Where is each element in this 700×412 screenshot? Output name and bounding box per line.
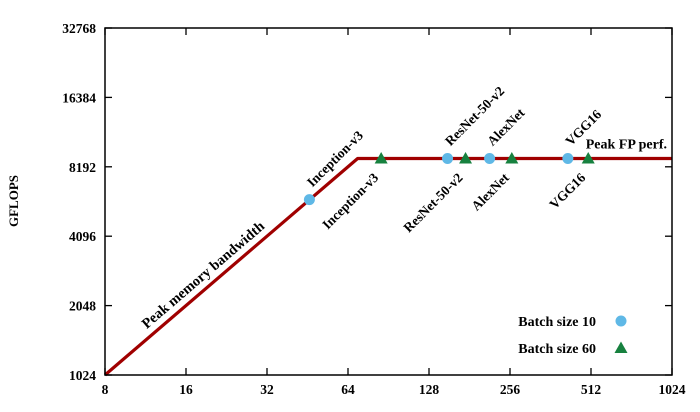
data-point-circle [303,194,315,206]
y-tick-label: 4096 [69,229,96,244]
point-label: AlexNet [484,105,528,149]
data-point-circle [442,153,454,165]
plot-border [104,27,673,376]
point-label: Inception-v3 [319,170,381,232]
memory-bandwidth-label: Peak memory bandwidth [139,218,268,332]
point-label: AlexNet [468,170,512,214]
point-label: ResNet-50-v2 [400,170,465,235]
point-label: VGG16 [546,170,588,212]
y-axis-label: GFLOPS [6,175,21,227]
data-point-triangle [459,152,473,164]
legend-label: Batch size 60 [518,342,596,357]
y-tick-label: 1024 [69,368,96,383]
x-tick-label: 16 [179,382,193,397]
x-tick-label: 64 [341,382,355,397]
y-tick-label: 2048 [69,299,96,314]
legend-marker-triangle [614,341,628,353]
x-tick-label: 8 [102,382,109,397]
x-tick-label: 1024 [659,382,686,397]
y-tick-label: 8192 [69,160,96,175]
x-tick-label: 256 [500,382,521,397]
data-point-triangle [581,152,595,164]
data-point-triangle [505,152,519,164]
data-point-triangle [374,152,388,164]
y-tick-label: 16384 [62,90,96,105]
data-point-circle [484,153,496,165]
legend-marker-circle [615,315,627,327]
data-point-circle [562,153,574,165]
x-tick-label: 32 [260,382,274,397]
peak-fp-perf-label: Peak FP perf. [586,138,667,153]
legend-label: Batch size 10 [518,315,596,330]
y-tick-label: 32768 [62,21,96,36]
x-tick-label: 512 [581,382,602,397]
x-tick-label: 128 [419,382,440,397]
